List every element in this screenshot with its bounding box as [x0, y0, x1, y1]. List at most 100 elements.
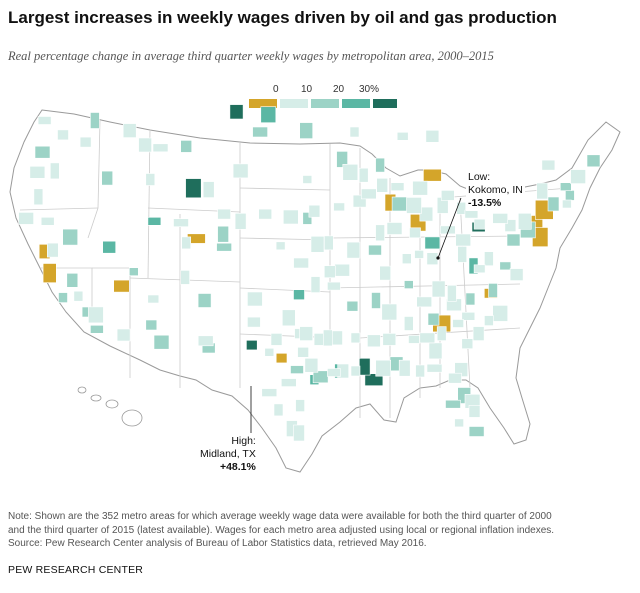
- metro-area: [506, 233, 521, 247]
- metro-area: [468, 426, 485, 437]
- metro-area: [368, 244, 382, 256]
- metro-area: [258, 208, 273, 220]
- metro-area: [403, 316, 414, 331]
- metro-area: [465, 292, 476, 306]
- high-callout-label: High:: [231, 435, 256, 447]
- metro-area: [293, 289, 305, 300]
- metro-area: [197, 293, 212, 308]
- metro-area: [484, 251, 494, 266]
- legend-tick-20: 20: [333, 84, 345, 95]
- metro-area: [409, 227, 421, 239]
- legend-tick-0: 0: [273, 84, 279, 95]
- metro-area: [293, 424, 305, 442]
- metro-area: [310, 236, 325, 253]
- metro-area: [419, 332, 436, 344]
- metro-area: [492, 213, 509, 224]
- metro-area: [181, 236, 191, 250]
- metro-area: [49, 162, 60, 180]
- metro-area: [216, 242, 232, 252]
- metro-area: [57, 129, 69, 141]
- metro-area: [331, 330, 343, 346]
- metro-area: [448, 372, 462, 384]
- metro-area: [42, 263, 57, 284]
- high-callout-value: +48.1%: [219, 461, 256, 473]
- metro-area: [260, 106, 277, 124]
- metro-area: [457, 246, 468, 263]
- legend-swatch-10-20: [311, 99, 339, 108]
- metro-area: [425, 129, 440, 143]
- metro-area: [439, 225, 456, 235]
- metro-area: [304, 357, 319, 373]
- high-callout: High: Midland, TX +48.1%: [198, 434, 258, 475]
- metro-area: [454, 418, 464, 428]
- metro-area: [367, 334, 381, 348]
- legend-swatch-20-30: [342, 99, 370, 108]
- metro-area: [455, 233, 472, 247]
- metro-area: [116, 328, 131, 342]
- metro-area: [472, 326, 485, 341]
- metro-area: [419, 206, 434, 222]
- metro-area: [488, 283, 498, 298]
- metro-area: [122, 123, 137, 138]
- metro-area: [401, 253, 412, 264]
- metro-area: [447, 285, 457, 302]
- metro-area: [386, 222, 403, 235]
- metro-area: [246, 340, 258, 351]
- metro-area: [547, 196, 560, 212]
- metro-area: [302, 175, 313, 184]
- legend-tick-30: 30%: [359, 84, 380, 95]
- metro-area: [431, 280, 446, 298]
- metro-areas: [18, 104, 601, 442]
- metro-area: [62, 228, 79, 246]
- footnote-line-2: and the third quarter of 2015 (latest av…: [8, 524, 555, 536]
- metro-area: [364, 373, 384, 387]
- us-metro-map: [0, 88, 640, 508]
- metro-area: [185, 178, 202, 199]
- metro-area: [202, 181, 215, 198]
- metro-area: [282, 209, 299, 225]
- metro-area: [295, 399, 305, 412]
- metro-area: [217, 208, 231, 220]
- metro-area: [381, 303, 398, 321]
- metro-area: [252, 126, 268, 138]
- metro-area: [358, 167, 369, 183]
- metro-area: [234, 213, 247, 230]
- metro-area: [273, 403, 284, 417]
- metro-area: [440, 190, 455, 201]
- metro-area: [426, 252, 439, 265]
- metro-area: [46, 242, 59, 258]
- metro-area: [145, 173, 156, 186]
- metro-area: [426, 363, 443, 373]
- metro-area: [436, 326, 447, 341]
- metro-area: [565, 190, 575, 201]
- metro-area: [180, 140, 192, 153]
- metro-area: [349, 126, 360, 138]
- metro-area: [299, 122, 314, 139]
- metro-area: [290, 365, 304, 374]
- metro-area: [247, 291, 263, 307]
- metro-area: [484, 315, 494, 326]
- metro-area: [358, 357, 371, 376]
- metro-area: [468, 405, 481, 418]
- metro-area: [34, 145, 51, 159]
- metro-area: [452, 319, 464, 328]
- metro-area: [310, 276, 321, 293]
- metro-area: [390, 182, 405, 191]
- metro-area: [375, 359, 392, 377]
- metro-area: [406, 197, 422, 214]
- legend-swatch-30-plus: [373, 99, 397, 108]
- metro-area: [217, 225, 229, 243]
- metro-area: [247, 316, 261, 328]
- metro-area: [197, 335, 214, 347]
- metro-area: [40, 217, 55, 226]
- metro-area: [152, 143, 169, 153]
- metro-area: [423, 168, 442, 182]
- metro-area: [461, 338, 474, 349]
- metro-area: [147, 294, 160, 304]
- metro-area: [302, 212, 313, 225]
- metro-area: [147, 217, 162, 226]
- metro-area: [382, 333, 397, 346]
- metro-area: [145, 319, 158, 331]
- metro-area: [416, 296, 433, 308]
- metro-area: [403, 280, 414, 289]
